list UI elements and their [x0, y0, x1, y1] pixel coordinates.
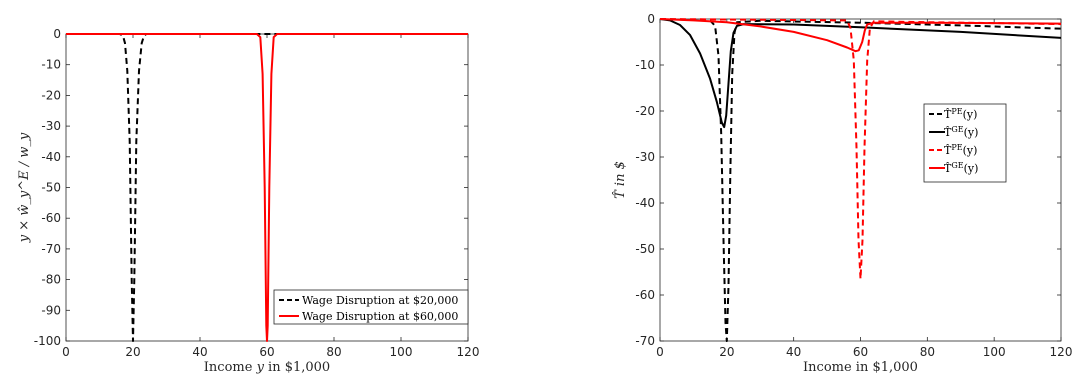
legend-label: T̂GE(y) [944, 161, 978, 175]
x-tick-label: 60 [853, 345, 868, 359]
y-tick-label: -50 [635, 242, 655, 256]
legend-label: T̂PE(y) [944, 107, 977, 121]
x-tick-label: 40 [192, 345, 207, 359]
series-line [66, 33, 468, 342]
series-line [66, 33, 468, 342]
x-tick-label: 40 [786, 345, 801, 359]
y-tick-label: -80 [41, 273, 61, 287]
chart-right: 0 20 40 60 80 100 120 0 -10 -20 -30 -40 -50 -60 -70 Inc… [612, 12, 1073, 374]
x-axis-label: Income y in $1,000 [204, 360, 330, 374]
y-tick-label: -20 [635, 104, 655, 118]
x-tick-label: 100 [390, 345, 413, 359]
legend: T̂PE(y) T̂GE(y) T̂PE(y) T̂GE(y) [923, 103, 1007, 183]
series-line [660, 18, 1061, 53]
y-tick-label: -40 [41, 150, 61, 164]
y-tick-label: -10 [635, 58, 655, 72]
x-tick-label: 80 [920, 345, 935, 359]
y-tick-label: -20 [41, 88, 61, 102]
x-tick-label: 100 [983, 345, 1006, 359]
y-tick-label: -40 [635, 196, 655, 210]
y-tick-label: -70 [41, 242, 61, 256]
x-tick-label: 0 [62, 345, 70, 359]
y-axis-label: T̂ in $ [612, 161, 628, 199]
y-tick-label: -30 [41, 119, 61, 133]
y-tick-label: -30 [635, 150, 655, 164]
y-axis-label: y × ŵ_y^E / w_y [17, 132, 32, 243]
x-tick-label: 60 [259, 345, 274, 359]
legend-label: Wage Disruption at $60,000 [302, 310, 458, 323]
x-tick-label: 20 [125, 345, 140, 359]
x-axis-label: Income in $1,000 [803, 360, 918, 374]
x-tick-label: 20 [719, 345, 734, 359]
y-tick-label: -70 [635, 334, 655, 348]
y-tick-label: -100 [34, 334, 61, 348]
x-tick-label: 120 [457, 345, 480, 359]
x-tick-label: 80 [326, 345, 341, 359]
legend-label: Wage Disruption at $20,000 [302, 294, 458, 307]
y-tick-label: -10 [41, 58, 61, 72]
y-tick-label: -60 [635, 288, 655, 302]
series-group [660, 18, 1061, 342]
y-tick-label: 0 [53, 27, 61, 41]
legend-box [273, 289, 469, 325]
legend-label: T̂GE(y) [944, 125, 978, 139]
y-tick-label: -50 [41, 181, 61, 195]
y-tick-label: -90 [41, 303, 61, 317]
series-line [660, 18, 1061, 129]
chart-left: 0 20 40 60 80 100 120 0 -10 -20 -30 -40 -50 -60 -70 -80… [17, 27, 479, 374]
legend: Wage Disruption at $20,000 Wage Disruptio… [273, 289, 469, 325]
y-tick-label: 0 [647, 12, 655, 26]
x-tick-label: 120 [1050, 345, 1073, 359]
x-tick-label: 0 [656, 345, 664, 359]
y-tick-label: -60 [41, 211, 61, 225]
series-group [66, 33, 468, 342]
legend-label: T̂PE(y) [944, 143, 977, 157]
